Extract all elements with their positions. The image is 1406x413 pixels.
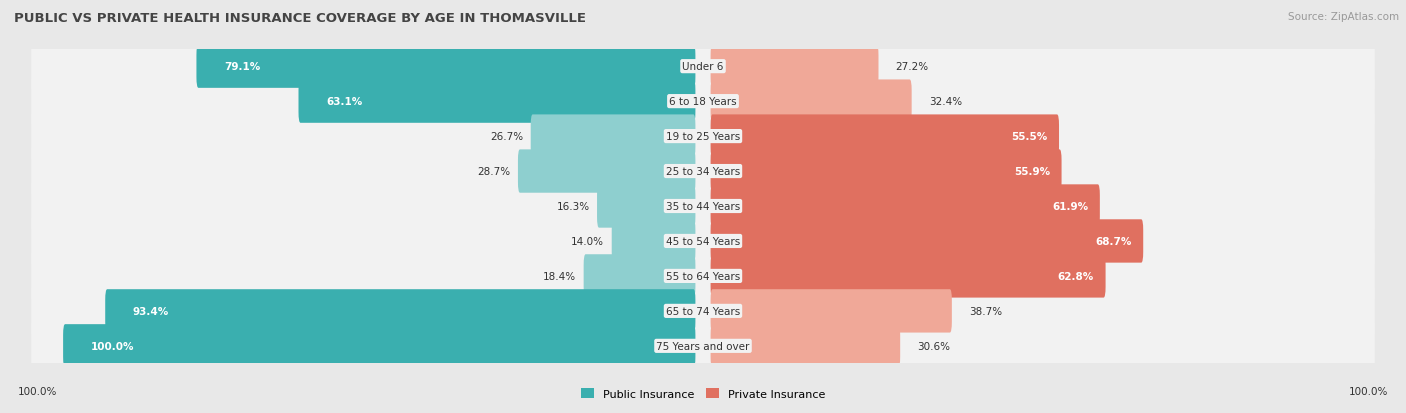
FancyBboxPatch shape	[530, 115, 696, 158]
Text: 28.7%: 28.7%	[477, 166, 510, 177]
Text: 35 to 44 Years: 35 to 44 Years	[666, 202, 740, 211]
FancyBboxPatch shape	[31, 285, 1375, 338]
Text: 32.4%: 32.4%	[929, 97, 962, 107]
FancyBboxPatch shape	[710, 80, 911, 123]
FancyBboxPatch shape	[105, 290, 696, 333]
Text: 61.9%: 61.9%	[1052, 202, 1088, 211]
Text: 93.4%: 93.4%	[132, 306, 169, 316]
FancyBboxPatch shape	[31, 110, 1375, 163]
FancyBboxPatch shape	[63, 324, 696, 368]
FancyBboxPatch shape	[31, 145, 1375, 198]
Text: 55.9%: 55.9%	[1014, 166, 1050, 177]
Text: 6 to 18 Years: 6 to 18 Years	[669, 97, 737, 107]
FancyBboxPatch shape	[612, 220, 696, 263]
Text: 63.1%: 63.1%	[326, 97, 363, 107]
FancyBboxPatch shape	[517, 150, 696, 193]
Text: 26.7%: 26.7%	[489, 132, 523, 142]
FancyBboxPatch shape	[710, 45, 879, 89]
Text: 79.1%: 79.1%	[224, 62, 260, 72]
Text: 100.0%: 100.0%	[18, 387, 58, 396]
Legend: Public Insurance, Private Insurance: Public Insurance, Private Insurance	[576, 384, 830, 404]
Text: Under 6: Under 6	[682, 62, 724, 72]
FancyBboxPatch shape	[31, 75, 1375, 128]
FancyBboxPatch shape	[31, 250, 1375, 303]
Text: 38.7%: 38.7%	[969, 306, 1002, 316]
FancyBboxPatch shape	[710, 290, 952, 333]
Text: 55 to 64 Years: 55 to 64 Years	[666, 271, 740, 281]
Text: 45 to 54 Years: 45 to 54 Years	[666, 236, 740, 247]
Text: 65 to 74 Years: 65 to 74 Years	[666, 306, 740, 316]
Text: 75 Years and over: 75 Years and over	[657, 341, 749, 351]
FancyBboxPatch shape	[31, 40, 1375, 93]
Text: 100.0%: 100.0%	[90, 341, 134, 351]
FancyBboxPatch shape	[710, 255, 1105, 298]
Text: 30.6%: 30.6%	[917, 341, 950, 351]
FancyBboxPatch shape	[710, 115, 1059, 158]
Text: 18.4%: 18.4%	[543, 271, 576, 281]
Text: 25 to 34 Years: 25 to 34 Years	[666, 166, 740, 177]
Text: 14.0%: 14.0%	[571, 236, 605, 247]
FancyBboxPatch shape	[710, 185, 1099, 228]
Text: PUBLIC VS PRIVATE HEALTH INSURANCE COVERAGE BY AGE IN THOMASVILLE: PUBLIC VS PRIVATE HEALTH INSURANCE COVER…	[14, 12, 586, 25]
Text: 62.8%: 62.8%	[1057, 271, 1094, 281]
FancyBboxPatch shape	[598, 185, 696, 228]
Text: 19 to 25 Years: 19 to 25 Years	[666, 132, 740, 142]
Text: Source: ZipAtlas.com: Source: ZipAtlas.com	[1288, 12, 1399, 22]
FancyBboxPatch shape	[31, 215, 1375, 268]
FancyBboxPatch shape	[31, 320, 1375, 373]
Text: 16.3%: 16.3%	[557, 202, 589, 211]
FancyBboxPatch shape	[197, 45, 696, 89]
FancyBboxPatch shape	[31, 180, 1375, 233]
Text: 55.5%: 55.5%	[1011, 132, 1047, 142]
FancyBboxPatch shape	[583, 255, 696, 298]
FancyBboxPatch shape	[710, 150, 1062, 193]
Text: 27.2%: 27.2%	[896, 62, 929, 72]
Text: 68.7%: 68.7%	[1095, 236, 1132, 247]
Text: 100.0%: 100.0%	[1348, 387, 1388, 396]
FancyBboxPatch shape	[710, 324, 900, 368]
FancyBboxPatch shape	[298, 80, 696, 123]
FancyBboxPatch shape	[710, 220, 1143, 263]
